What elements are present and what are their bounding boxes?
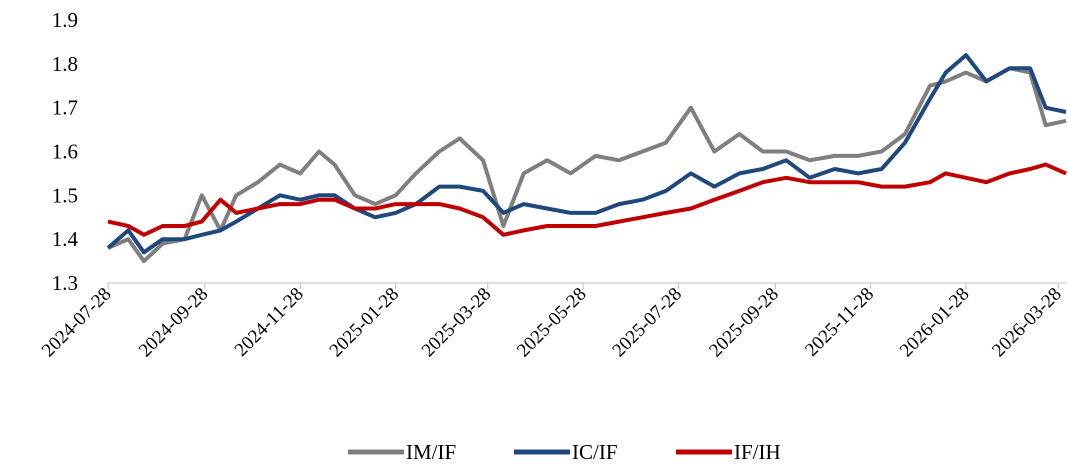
x-tick-label: 2025-07-28 [608,284,686,362]
x-tick-label: 2026-01-28 [896,284,974,362]
legend-label: IF/IH [734,440,781,464]
legend-label: IM/IF [406,440,456,464]
y-tick-label: 1.5 [52,183,78,207]
legend-item: IF/IH [676,440,781,464]
x-tick-label: 2025-03-28 [418,284,496,362]
series-line [106,53,1067,255]
x-tick-label: 2025-11-28 [801,284,878,361]
legend-item: IC/IF [514,440,618,464]
series-line [107,162,1067,237]
x-tick-label: 2025-01-28 [326,284,404,362]
x-tick-label: 2026-03-28 [988,284,1066,362]
legend-item: IM/IF [348,440,456,464]
y-tick-label: 1.8 [52,52,78,76]
x-tick-label: 2024-07-28 [38,284,116,362]
y-tick-label: 1.9 [52,8,78,32]
x-tick-label: 2025-05-28 [513,284,591,362]
x-tick-label: 2025-09-28 [705,284,783,362]
x-tick-label: 2024-11-28 [231,284,308,361]
y-tick-label: 1.4 [52,227,79,251]
y-tick-label: 1.7 [52,96,78,120]
x-tick-label: 2024-09-28 [135,284,213,362]
series-line [107,66,1067,264]
y-tick-label: 1.3 [52,271,78,295]
legend-label: IC/IF [572,440,618,464]
y-tick-label: 1.6 [52,140,78,164]
